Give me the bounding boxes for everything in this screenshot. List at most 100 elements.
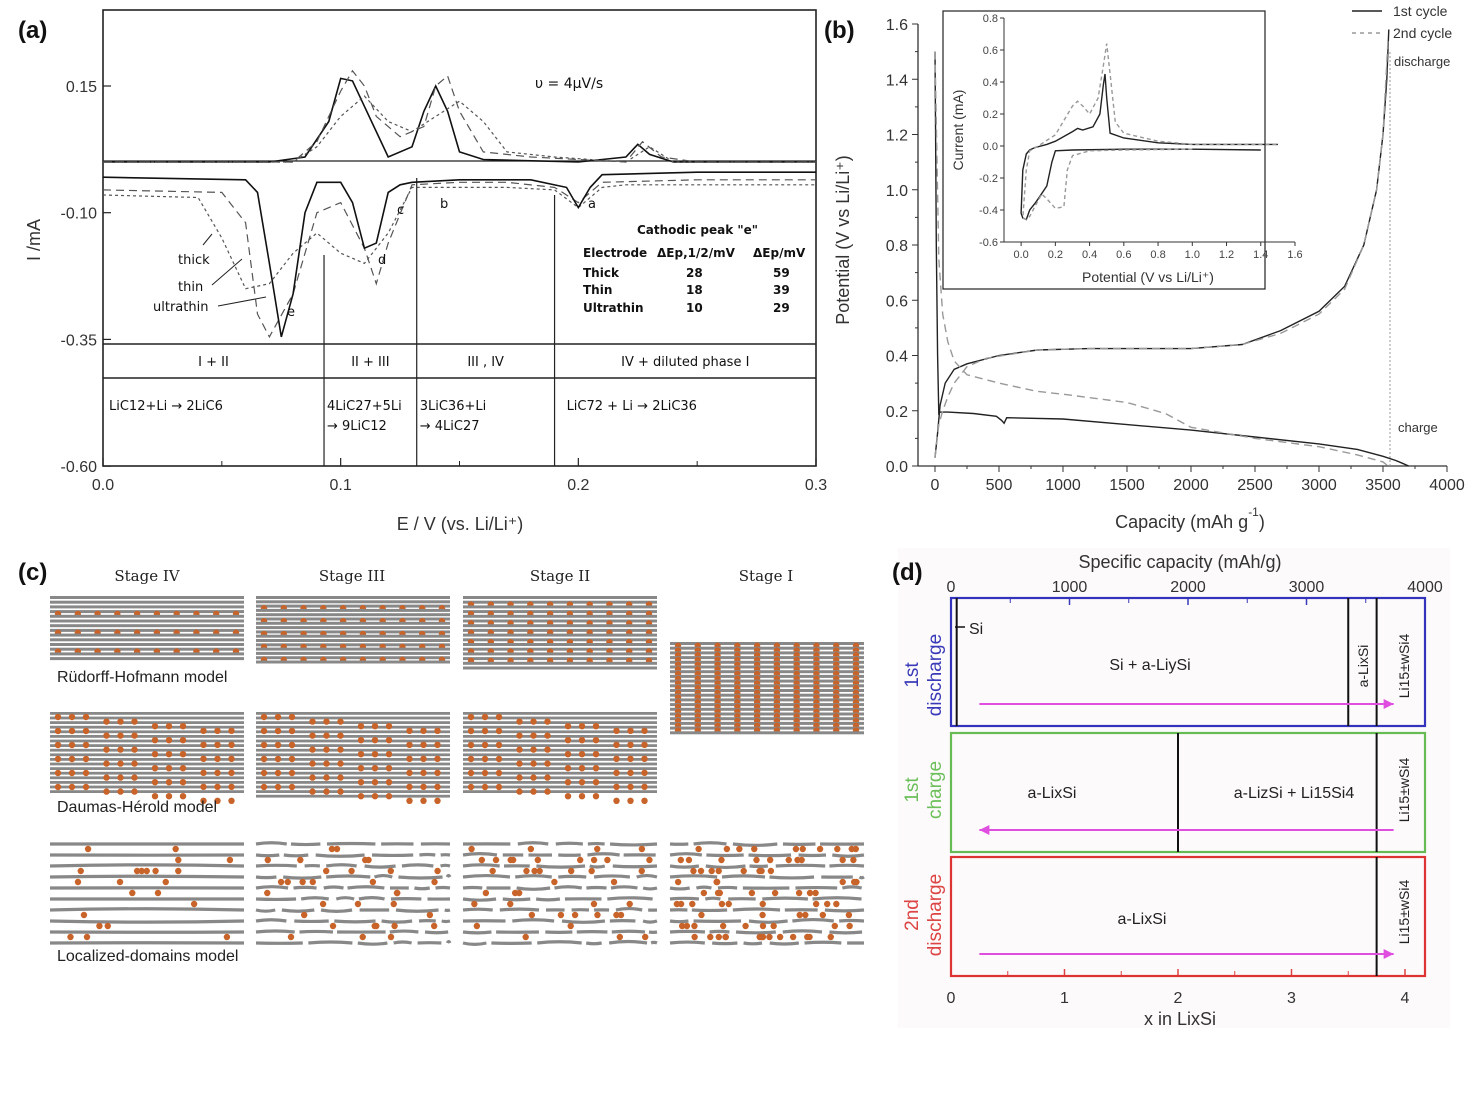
- reaction-text: 3LiC36+Li: [420, 399, 487, 414]
- graphene-layer: [255, 875, 277, 880]
- graphene-layer: [463, 721, 657, 724]
- li-ion: [482, 889, 490, 897]
- li-ion: [627, 727, 634, 734]
- li-ion: [567, 922, 574, 930]
- li-ion: [742, 922, 749, 930]
- li-ion: [80, 911, 88, 919]
- graphene-layer: [669, 874, 718, 879]
- li-ion: [68, 769, 76, 777]
- row-label-2nd-discharge: 2nd: [902, 899, 923, 931]
- graphene-layer: [650, 940, 658, 945]
- li-ion: [766, 933, 773, 941]
- li-ion: [83, 933, 91, 941]
- graphene-layer: [256, 725, 450, 729]
- li-ion: [578, 779, 586, 786]
- graphene-layer: [50, 739, 244, 743]
- graphene-layer: [769, 941, 800, 946]
- graphene-layer: [670, 703, 864, 707]
- li-ion: [179, 723, 187, 730]
- li-ion: [495, 713, 503, 721]
- peak-label-d: d: [378, 253, 386, 268]
- series-2nd-cycle-discharge: [934, 51, 1389, 467]
- stage-i-ld: [669, 841, 865, 946]
- li-ion: [516, 746, 523, 753]
- li-ion: [495, 741, 503, 749]
- inset-x-tick-label: 1.6: [1287, 249, 1302, 261]
- graphene-layer: [49, 863, 245, 868]
- graphene-layer: [256, 596, 450, 599]
- li-ion: [431, 878, 438, 886]
- li-ion: [54, 713, 62, 721]
- graphene-layer: [424, 930, 449, 935]
- graphene-layer: [514, 874, 552, 879]
- graphene-layer: [50, 721, 244, 724]
- li-ion: [594, 911, 601, 919]
- graphene-layer: [609, 842, 658, 847]
- li-ion: [434, 741, 441, 748]
- row-label-1st-discharge: 1st: [902, 662, 923, 688]
- li-ion: [179, 737, 187, 744]
- panel-b-ylabel: Potential (V vs Li/Li⁺): [833, 155, 853, 325]
- charge-annotation: charge: [1398, 420, 1438, 435]
- li-ion: [82, 769, 90, 777]
- graphene-layer: [709, 929, 730, 934]
- graphene-layer: [50, 643, 244, 646]
- li-ion: [689, 900, 696, 908]
- li-ion: [812, 900, 820, 908]
- li-ion: [641, 769, 648, 776]
- graphene-layer: [587, 852, 620, 857]
- graphene-layer: [499, 907, 540, 912]
- peak-e-table: Cathodic peak "e" Electrode ΔEp,1/2/mV Δ…: [583, 223, 806, 315]
- top-tick-label: 3000: [1289, 579, 1325, 596]
- li-ion: [82, 741, 90, 749]
- li-ion: [626, 900, 633, 908]
- li-ion: [833, 900, 840, 908]
- graphene-layer: [463, 619, 657, 623]
- li-ion: [759, 900, 766, 908]
- phase-name: I + II: [198, 355, 229, 370]
- graphene-layer: [670, 698, 864, 702]
- graphene-layer: [50, 600, 244, 604]
- li-ion: [530, 746, 537, 753]
- li-ion: [528, 911, 536, 919]
- li-ion: [544, 718, 551, 725]
- graphene-layer: [445, 940, 452, 944]
- li-ion: [406, 755, 413, 762]
- li-ion: [371, 751, 379, 758]
- li-ion: [274, 769, 282, 777]
- li-ion: [228, 727, 235, 734]
- li-ion: [592, 751, 600, 758]
- li-ion: [357, 737, 365, 744]
- graphene-layer: [743, 941, 763, 946]
- panel-b-xlabel: Capacity (mAh g-1): [1115, 505, 1265, 532]
- panel-a-frame: [102, 9, 817, 467]
- stage-ii-rh: [463, 596, 657, 670]
- galvanostatic-curves: [934, 29, 1409, 467]
- graphene-layer: [463, 790, 657, 793]
- li-ion: [713, 878, 721, 886]
- graphene-layer: [463, 596, 657, 599]
- li-ion: [337, 788, 344, 795]
- inset-x-tick-label: 0.4: [1082, 249, 1097, 261]
- li-ion: [357, 793, 365, 800]
- li-ion: [616, 933, 624, 941]
- li-ion: [641, 797, 648, 804]
- row-frame: [949, 855, 1427, 978]
- panel-a: (a) 0.0 0.1 0.2 0.3 0.15 -0.10 -0.35 -0.60 I + …: [18, 9, 827, 534]
- li-ion: [260, 755, 268, 763]
- li-ion: [385, 793, 393, 800]
- li-ion: [274, 727, 282, 735]
- li-ion: [578, 723, 586, 730]
- table-cell: Thick: [583, 266, 620, 280]
- li-ion: [385, 737, 393, 744]
- inset-x-tick-label: 1.4: [1253, 249, 1268, 261]
- li-ion: [495, 755, 503, 763]
- li-ion: [371, 779, 379, 786]
- graphene-layer: [50, 638, 244, 642]
- li-ion: [151, 779, 159, 786]
- li-ion: [613, 755, 620, 762]
- li-ion: [264, 889, 271, 897]
- inset-x-tick-label: 0.6: [1116, 249, 1131, 261]
- peak-label-a: a: [588, 197, 596, 212]
